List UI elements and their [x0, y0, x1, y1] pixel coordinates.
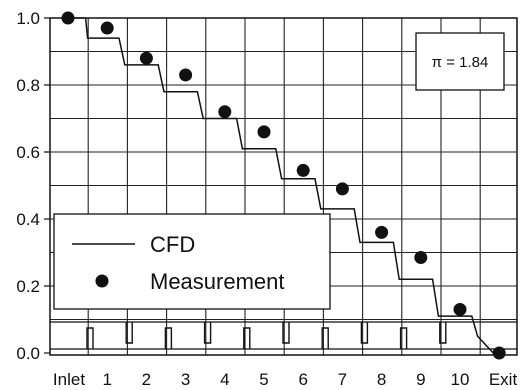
x-axis-tick-labels: Inlet 1 2 3 4 5 6 7 8 9 10 Exit: [53, 370, 518, 389]
blade-row-marker: [439, 322, 447, 344]
measurement-point: [375, 225, 389, 239]
measurement-point: [414, 251, 428, 265]
x-tick-label: 2: [142, 370, 151, 389]
blade-row-marker: [125, 322, 133, 344]
legend-measurement-label: Measurement: [150, 269, 285, 294]
blade-row-marker: [203, 322, 212, 344]
blade-row-marker: [164, 327, 173, 349]
annotation-box: π = 1.84: [415, 32, 505, 91]
legend: CFD Measurement: [53, 213, 331, 310]
legend-cfd-label: CFD: [150, 232, 195, 257]
blade-row-marker: [282, 322, 290, 344]
y-tick-label: 0.2: [16, 277, 40, 296]
cfd-step-line: [68, 17, 500, 354]
x-tick-label: 9: [416, 370, 425, 389]
annotation-frame: [415, 32, 505, 91]
x-tick-label: 5: [259, 370, 268, 389]
x-tick-label: 8: [377, 370, 386, 389]
annotation-text: π = 1.84: [432, 54, 489, 71]
y-tick-label: 0.6: [16, 143, 40, 162]
legend-frame: [53, 213, 331, 310]
y-tick-label: 0.4: [16, 210, 40, 229]
blade-row-schematic: [50, 321, 517, 350]
measurement-point: [139, 51, 153, 65]
measurement-point: [453, 302, 467, 316]
blade-row-marker: [86, 327, 94, 349]
y-axis-tick-labels: 0.0 0.2 0.4 0.6 0.8 1.0: [16, 9, 50, 363]
measurement-point: [296, 163, 310, 177]
measurement-point: [179, 68, 193, 82]
y-tick-label: 1.0: [16, 9, 40, 28]
blade-row-marker: [399, 327, 408, 349]
x-tick-label: Exit: [489, 370, 518, 389]
blade-row-marker: [360, 322, 369, 344]
measurement-point: [218, 105, 232, 119]
x-tick-label: Inlet: [53, 370, 85, 389]
measurement-point: [335, 182, 349, 196]
measurement-point: [257, 125, 271, 139]
y-tick-label: 0.0: [16, 344, 40, 363]
x-tick-label: 7: [338, 370, 347, 389]
x-tick-label: 1: [102, 370, 111, 389]
legend-measurement-dot-icon: [95, 274, 109, 288]
y-tick-label: 0.8: [16, 76, 40, 95]
series-layer: [61, 11, 506, 360]
x-tick-label: 6: [298, 370, 307, 389]
x-tick-label: 3: [181, 370, 190, 389]
measurement-point: [100, 21, 114, 35]
x-tick-label: 10: [451, 370, 470, 389]
x-tick-label: 4: [220, 370, 229, 389]
measurement-point: [492, 346, 506, 360]
blade-row-marker: [321, 327, 329, 349]
blade-row-marker: [243, 327, 251, 349]
plot-frame: [49, 17, 518, 356]
